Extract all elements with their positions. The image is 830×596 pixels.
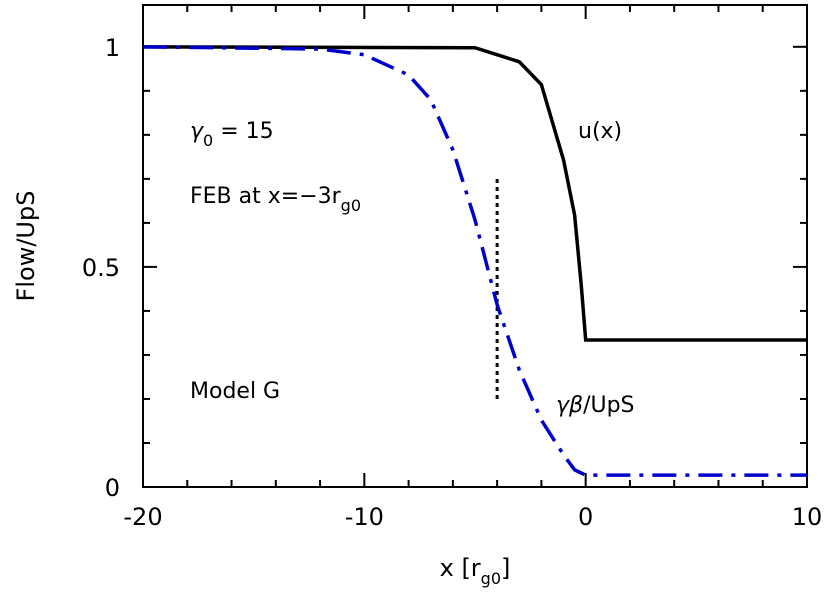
- x-label-sub: g0: [481, 569, 501, 588]
- x-label-part: x [r: [440, 554, 481, 582]
- annotation-part: FEB at x=−3r: [190, 184, 342, 209]
- x-tick-label: -20: [123, 503, 162, 531]
- x-tick-label: 10: [792, 503, 823, 531]
- series-label-part: /UpS: [583, 393, 634, 418]
- annotation: γ0 = 15: [190, 119, 274, 150]
- annotation: FEB at x=−3rg0: [190, 184, 361, 215]
- x-axis-label: x [rg0]: [440, 554, 511, 588]
- annotation: Model G: [190, 379, 280, 404]
- series-line: [142, 45, 807, 477]
- series-label: γβ/UpS: [556, 393, 635, 418]
- x-label-part: ]: [501, 554, 510, 582]
- series-line: [142, 45, 807, 342]
- x-tick-label: -10: [345, 503, 384, 531]
- annotation-sub: g0: [341, 196, 361, 215]
- annotation-part: γ: [190, 119, 204, 144]
- annotation-part: = 15: [213, 119, 273, 144]
- y-tick-label: 1: [105, 34, 120, 62]
- y-tick-label: 0: [105, 474, 120, 502]
- y-axis-label: Flow/UpS: [12, 191, 40, 302]
- annotation-sub: 0: [203, 131, 213, 150]
- series-label: u(x): [578, 119, 622, 144]
- y-tick-label: 0.5: [82, 254, 120, 282]
- series-label-part: γβ: [556, 393, 583, 418]
- x-tick-label: 0: [578, 503, 593, 531]
- plot-frame: [142, 4, 808, 488]
